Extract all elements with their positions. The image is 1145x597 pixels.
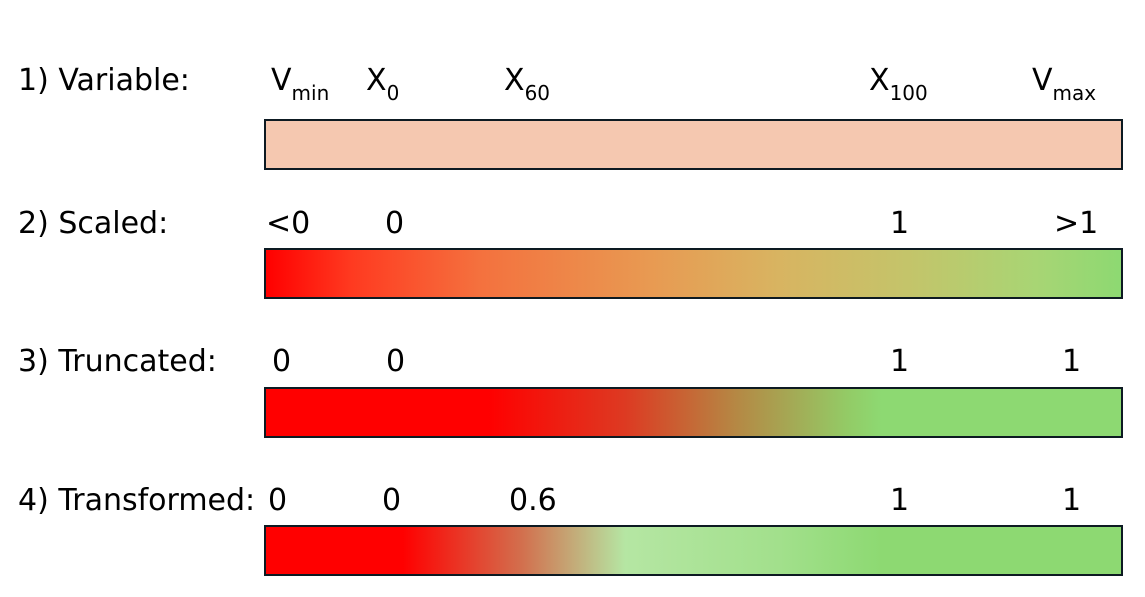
row-label-variable: 1) Variable: <box>18 63 190 98</box>
tick-v-min: Vmin <box>271 63 330 105</box>
tick-x100: X100 <box>869 63 928 105</box>
variable-bar <box>264 119 1123 170</box>
truncated-gradient-bar <box>264 387 1123 438</box>
tick-transformed-sixty: 0.6 <box>509 483 557 518</box>
tick-transformed-one: 1 <box>890 483 910 518</box>
tick-v-max: Vmax <box>1032 63 1097 105</box>
tick-scaled-zero: 0 <box>385 206 405 241</box>
tick-x60: X60 <box>504 63 551 105</box>
tick-transformed-min: 0 <box>268 483 288 518</box>
transformed-gradient-bar <box>264 525 1123 576</box>
row-label-transformed: 4) Transformed: <box>18 483 256 518</box>
row-label-truncated: 3) Truncated: <box>18 344 217 379</box>
scaled-gradient-bar <box>264 248 1123 299</box>
tick-x0: X0 <box>366 63 400 105</box>
tick-scaled-one: 1 <box>890 206 910 241</box>
tick-scaled-below-zero: <0 <box>266 206 311 241</box>
tick-truncated-zero: 0 <box>386 344 406 379</box>
tick-truncated-min: 0 <box>272 344 292 379</box>
tick-transformed-max: 1 <box>1062 483 1082 518</box>
tick-scaled-above-one: >1 <box>1054 206 1099 241</box>
tick-truncated-max: 1 <box>1062 344 1082 379</box>
tick-transformed-zero: 0 <box>382 483 402 518</box>
row-label-scaled: 2) Scaled: <box>18 206 169 241</box>
tick-truncated-one: 1 <box>890 344 910 379</box>
